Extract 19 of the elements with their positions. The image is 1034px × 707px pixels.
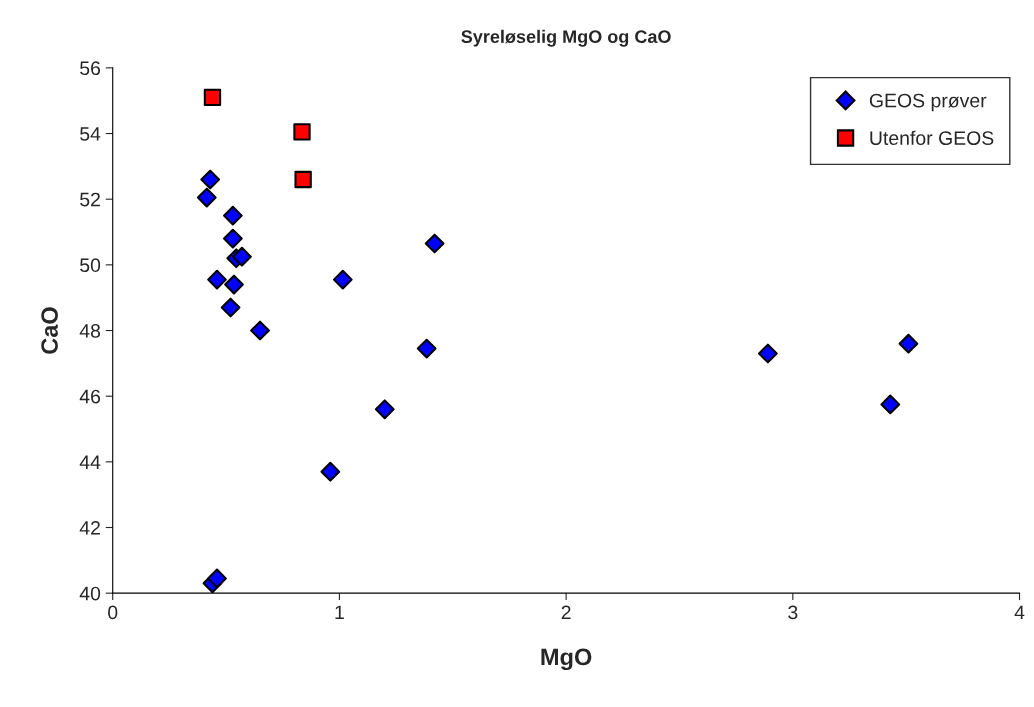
x-tick-label: 4 [1014, 605, 1025, 620]
y-tick-label: 40 [79, 586, 101, 601]
y-tick-label: 50 [80, 258, 101, 273]
legend-label: Utenfor GEOS [870, 130, 994, 145]
y-tick-label: 54 [80, 127, 101, 141]
x-tick-label: 3 [788, 605, 798, 620]
x-axis-title: MgO [541, 648, 592, 671]
y-tick-label: 56 [80, 61, 101, 76]
y-tick-label: 44 [79, 455, 101, 469]
x-tick-label: 2 [561, 605, 571, 620]
x-tick-label: 1 [335, 605, 344, 620]
y-axis-title: CaO [41, 307, 58, 354]
y-tick-label: 48 [79, 323, 101, 338]
x-tick-label: 0 [108, 605, 118, 620]
y-tick-label: 46 [79, 389, 101, 404]
y-tick-label: 42 [79, 520, 100, 535]
y-tick-label: 52 [80, 192, 100, 207]
legend-label: GEOS prøver [869, 93, 987, 112]
chart-title: Syreløselig MgO og CaO [461, 29, 671, 47]
